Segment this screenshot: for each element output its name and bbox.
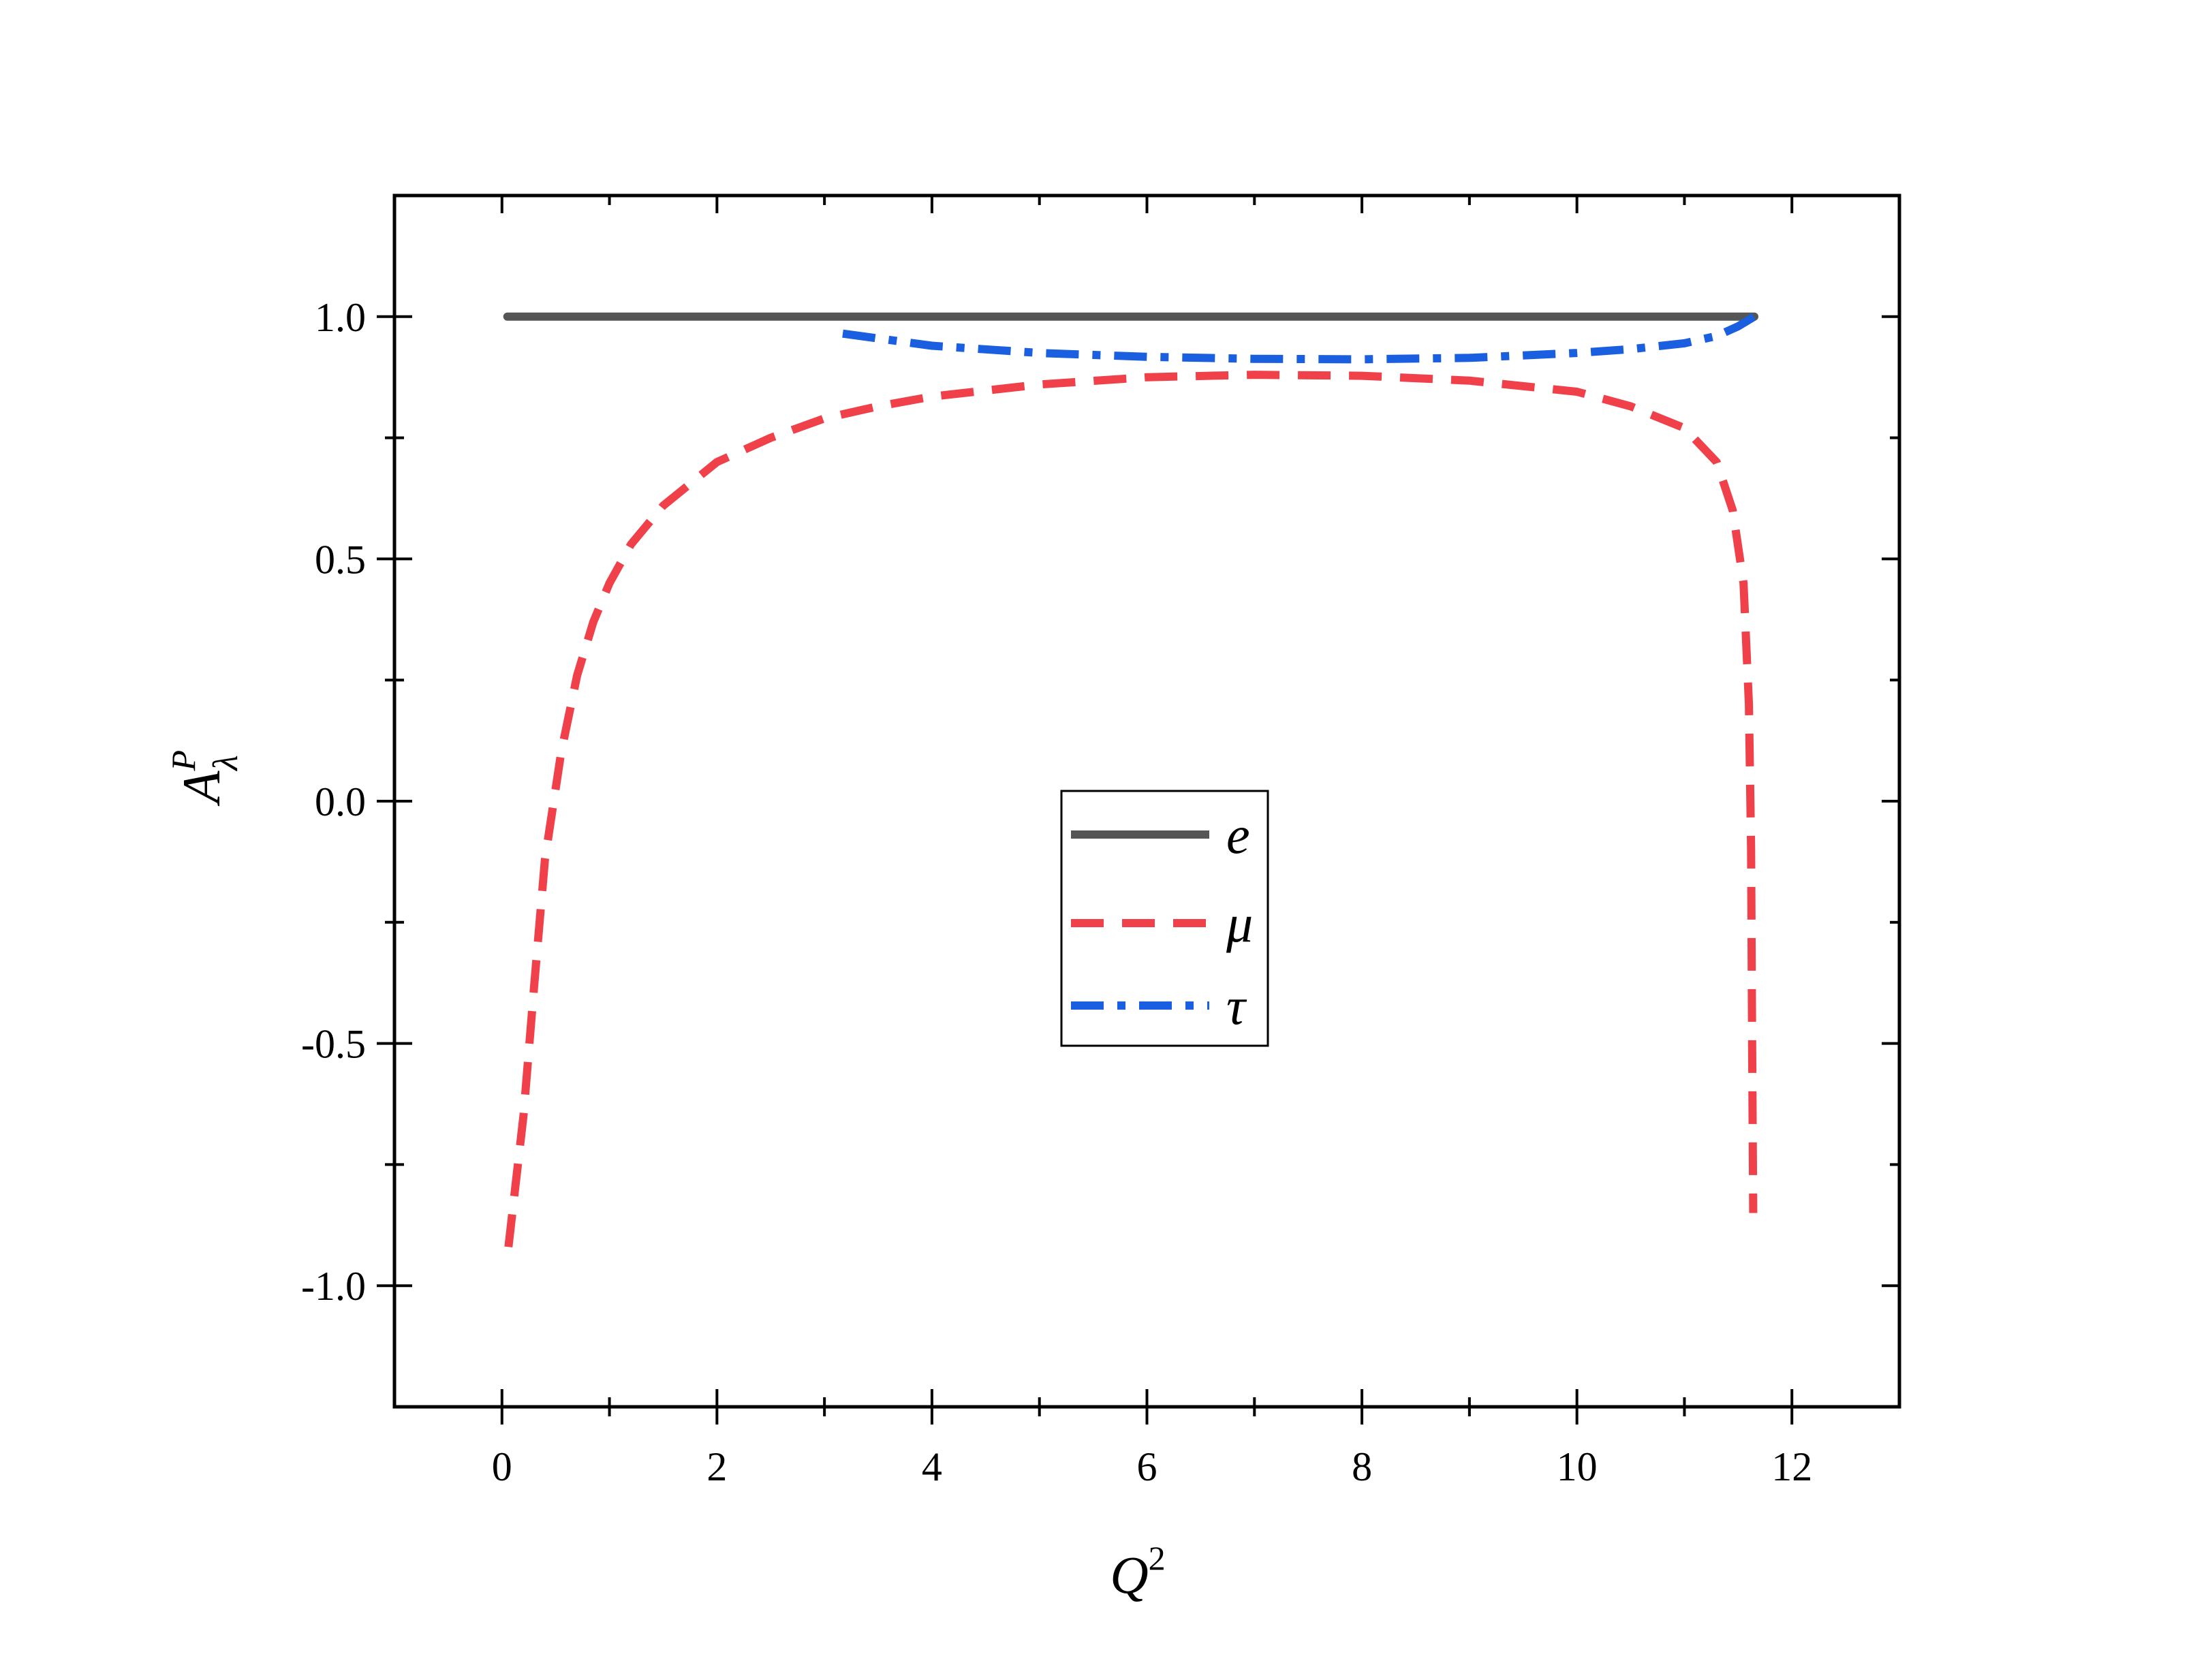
x-axis-label-superscript: 2	[1149, 1539, 1166, 1577]
x-tick-label: 2	[706, 1444, 727, 1489]
y-tick-label: -0.5	[301, 1022, 366, 1067]
series-tau-line	[842, 313, 1757, 364]
x-tick-label: 10	[1557, 1444, 1598, 1489]
y-tick-label: 0.5	[315, 537, 366, 582]
y-tick-label: -1.0	[301, 1264, 366, 1309]
x-tick-label: 0	[492, 1444, 512, 1489]
legend: e μ τ	[1060, 790, 1269, 1047]
x-axis-label: Q2	[1110, 1539, 1165, 1604]
series-mu-line	[504, 371, 1758, 1247]
y-tick-label: 0.0	[315, 779, 366, 824]
svg-text:APλ: AP λ	[164, 750, 245, 807]
x-tick-label: 6	[1137, 1444, 1157, 1489]
x-tick-label: 12	[1771, 1444, 1812, 1489]
legend-label-tau: τ	[1226, 976, 1247, 1036]
legend-label-mu: μ	[1226, 894, 1253, 953]
y-axis-label: AP λ	[164, 750, 245, 807]
x-tick-label: 8	[1352, 1444, 1372, 1489]
legend-label-e: e	[1226, 805, 1250, 865]
y-tick-label: 1.0	[315, 295, 366, 340]
y-axis-label-main: A	[172, 771, 231, 807]
y-axis-label-subscript: λ	[206, 755, 245, 772]
x-tick-label: 4	[922, 1444, 942, 1489]
y-axis-label-superscript: P	[164, 750, 202, 772]
x-axis-label-main: Q	[1110, 1545, 1148, 1604]
